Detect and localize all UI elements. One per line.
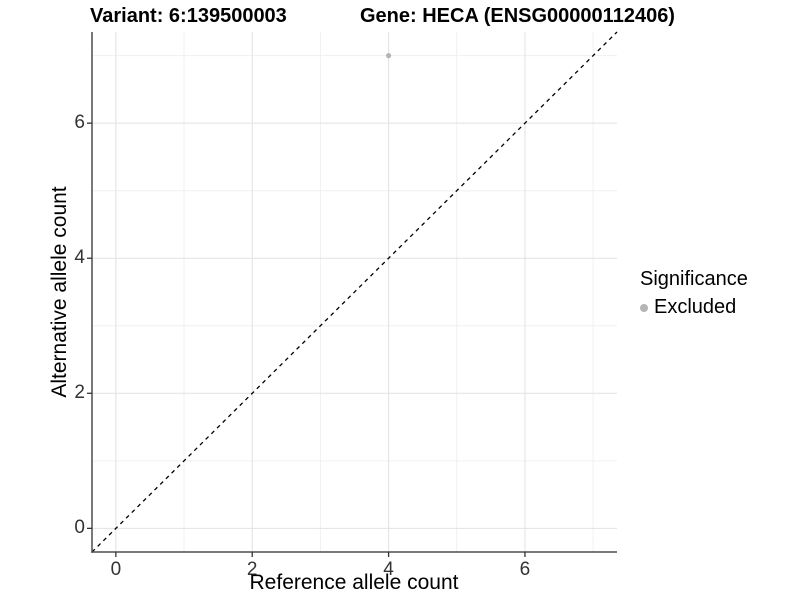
axis-lines — [91, 32, 617, 553]
data-point — [385, 53, 392, 59]
legend: Significance Excluded — [640, 268, 748, 319]
y-tick-label-2: 2 — [74, 382, 85, 404]
legend-item-excluded: Excluded — [640, 296, 748, 319]
y-tick-label-4: 4 — [74, 247, 85, 269]
variant-title: Variant: 6:139500003 — [90, 5, 287, 27]
axis-tick-marks — [87, 122, 526, 557]
legend-title: Significance — [640, 268, 748, 290]
x-tick-label-0: 0 — [110, 559, 122, 580]
y-axis-title: Alternative allele count — [48, 186, 71, 398]
y-tick-label-6: 6 — [74, 112, 85, 134]
minor-gridlines — [92, 32, 617, 552]
y-tick-label-0: 0 — [74, 517, 85, 539]
legend-item-label: Excluded — [654, 296, 737, 318]
x-tick-label-2: 2 — [246, 559, 258, 580]
x-tick-label-6: 6 — [519, 559, 531, 580]
x-tick-label-4: 4 — [383, 559, 394, 580]
data-points — [385, 53, 392, 59]
identity-dashed-line — [91, 31, 618, 553]
major-gridlines — [92, 32, 617, 552]
gene-title: Gene: HECA (ENSG00000112406) — [360, 5, 675, 27]
legend-key-dot-icon — [640, 303, 648, 312]
x-axis-title: Reference allele count — [249, 571, 459, 594]
